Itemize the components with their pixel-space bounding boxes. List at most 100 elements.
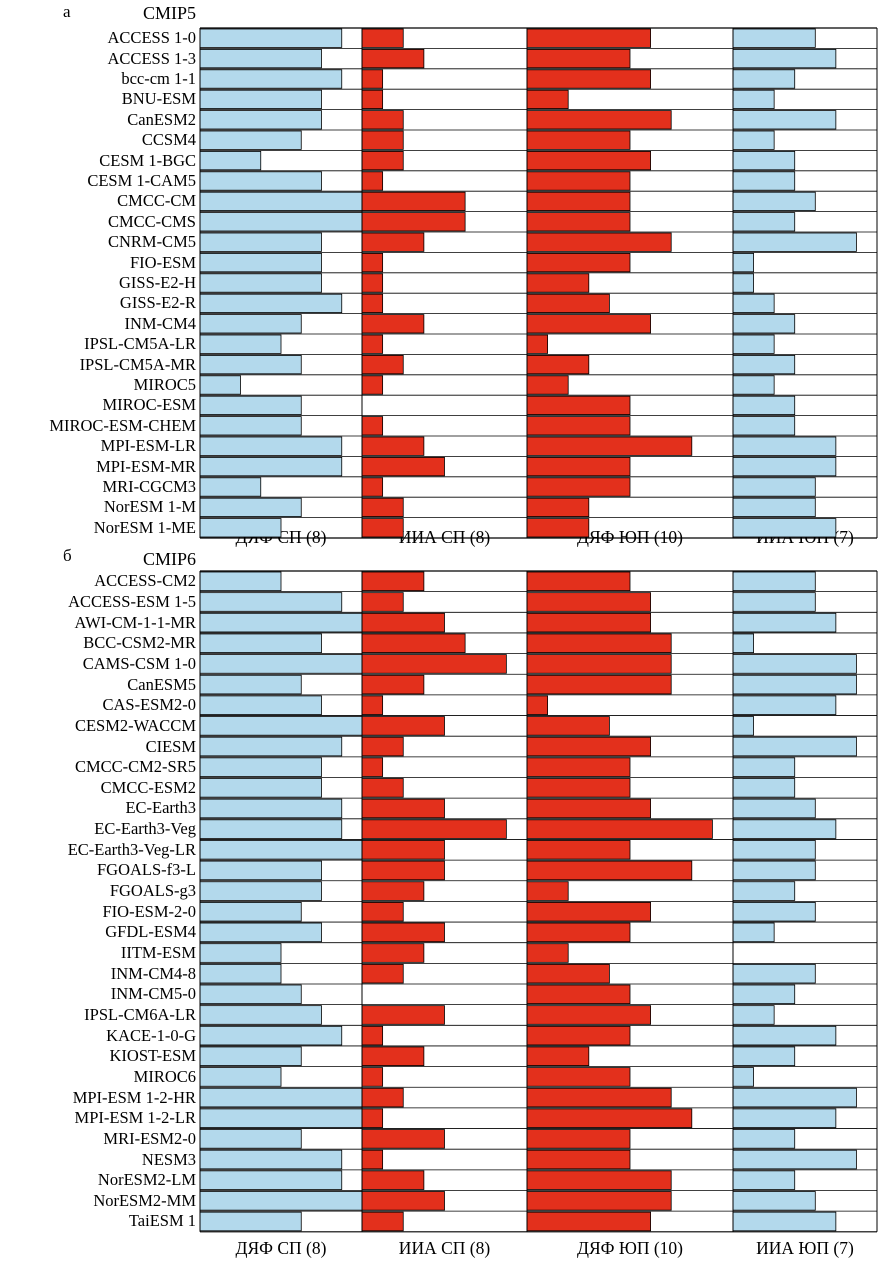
model-label: CCSM4: [141, 130, 196, 150]
bar: [199, 695, 322, 715]
model-label: MIROC5: [133, 375, 196, 394]
panel-cmip5: [199, 27, 878, 539]
bar: [526, 633, 672, 654]
bar: [199, 110, 322, 130]
model-label: CMCC-CM2-SR5: [74, 757, 196, 777]
bar: [732, 69, 796, 89]
bar: [732, 518, 837, 538]
bar: [526, 757, 631, 777]
bar: [199, 1129, 302, 1149]
model-label: MRI-CGCM3: [102, 477, 196, 496]
model-label: MPI-ESM-LR: [100, 436, 196, 456]
bar: [361, 1046, 425, 1066]
bar: [732, 1087, 857, 1108]
bar: [199, 612, 363, 633]
bar: [526, 334, 549, 354]
bar: [361, 1067, 384, 1087]
bar: [361, 89, 384, 109]
bar: [361, 1108, 384, 1128]
bar: [361, 518, 404, 538]
bar: [526, 798, 651, 819]
bar: [526, 1129, 631, 1149]
model-label: EC-Earth3: [125, 798, 196, 818]
bar: [199, 477, 262, 497]
bar: [732, 191, 816, 211]
bar: [526, 612, 651, 633]
bar: [526, 395, 631, 416]
bar: [732, 695, 837, 715]
bar: [199, 191, 363, 211]
bar: [361, 150, 404, 171]
bar: [732, 1046, 796, 1066]
bar: [199, 49, 322, 69]
model-label: IPSL-CM5A-MR: [79, 354, 196, 374]
bar: [732, 49, 837, 69]
bar: [199, 1149, 343, 1170]
bar: [732, 150, 796, 171]
bar: [199, 840, 363, 860]
bar: [361, 191, 466, 211]
model-label: NESM3: [141, 1149, 196, 1169]
model-label: MIROC-ESM-CHEM: [49, 415, 196, 435]
model-label: CanESM5: [127, 674, 196, 694]
bar: [199, 860, 322, 881]
bar: [732, 334, 775, 354]
bar: [526, 232, 672, 252]
bar: [526, 674, 672, 695]
bar: [732, 456, 837, 477]
bar: [526, 436, 693, 456]
bar: [732, 1149, 857, 1170]
bar: [199, 334, 282, 354]
bar: [732, 757, 796, 777]
bar: [199, 293, 343, 314]
bar: [199, 633, 322, 654]
bar: [526, 150, 651, 171]
bar: [732, 273, 754, 293]
bar: [732, 1005, 775, 1025]
bar: [526, 840, 631, 860]
bar: [199, 757, 322, 777]
bar: [361, 69, 384, 89]
bar: [199, 778, 322, 798]
bar: [526, 89, 569, 109]
bar: [732, 654, 857, 674]
bar: [199, 592, 343, 612]
model-label: IPSL-CM6A-LR: [84, 1004, 196, 1024]
bar: [199, 1211, 302, 1232]
bar: [199, 314, 302, 334]
bar: [526, 28, 651, 48]
bar: [199, 150, 262, 171]
model-label: KIOST-ESM: [109, 1046, 197, 1066]
bar: [526, 881, 569, 901]
bar: [526, 736, 651, 757]
model-label: ACCESS 1-3: [107, 48, 196, 68]
model-label: INM-CM4: [124, 313, 196, 333]
bar: [361, 654, 507, 674]
bar: [361, 477, 384, 497]
bar: [732, 354, 796, 375]
model-label: INM-CM4-8: [110, 963, 196, 983]
bar: [526, 1005, 651, 1025]
bar: [526, 819, 713, 839]
model-label: IPSL-CM5A-LR: [84, 334, 196, 354]
model-label: NorESM 1-ME: [93, 517, 196, 537]
bar: [526, 1108, 693, 1128]
bar: [526, 314, 651, 334]
panel-title: CMIP5: [143, 3, 197, 23]
bar: [526, 110, 672, 130]
bar: [732, 778, 796, 798]
bar: [361, 943, 425, 963]
bar: [199, 273, 322, 293]
bar: [732, 1170, 796, 1190]
bar: [199, 654, 363, 674]
bar: [732, 436, 837, 456]
bar: [732, 110, 837, 130]
bar: [361, 922, 445, 943]
bar: [732, 1191, 816, 1211]
bar: [361, 1170, 425, 1190]
model-label: EC-Earth3-Veg-LR: [67, 839, 196, 859]
bar: [361, 860, 445, 881]
bar: [199, 798, 343, 819]
bar: [199, 375, 241, 395]
